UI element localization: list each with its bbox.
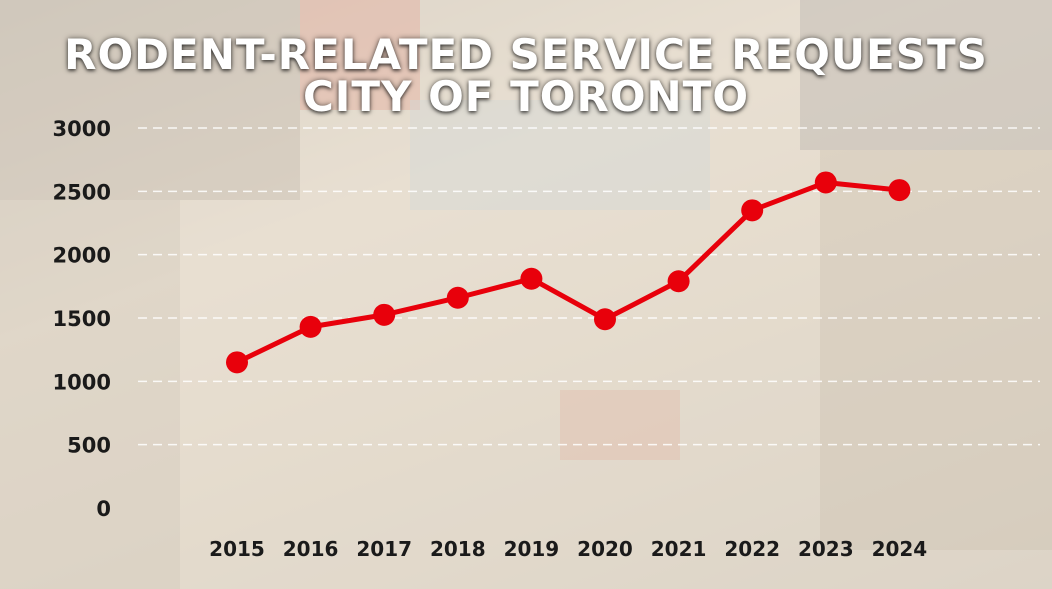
x-tick-label: 2024 [872, 537, 928, 561]
y-tick-label: 2000 [53, 244, 111, 268]
data-point-2019 [520, 267, 543, 290]
x-tick-label: 2020 [577, 537, 633, 561]
data-point-2024 [888, 179, 911, 202]
y-tick-label: 0 [96, 497, 111, 521]
y-tick-label: 1500 [53, 307, 111, 331]
x-axis-ticks: 2015 2016 2017 2018 2019 2020 2021 2022 2023 2024 [209, 537, 927, 561]
y-tick-label: 3000 [53, 117, 111, 141]
y-tick-label: 500 [67, 434, 111, 458]
x-tick-label: 2018 [430, 537, 486, 561]
data-point-2023 [814, 171, 837, 194]
data-point-2016 [299, 315, 322, 338]
x-tick-label: 2019 [504, 537, 560, 561]
x-tick-label: 2023 [798, 537, 854, 561]
chart-title-line-2: CITY OF TORONTO [302, 72, 750, 121]
x-tick-label: 2015 [209, 537, 265, 561]
y-tick-label: 1000 [53, 370, 111, 394]
gridlines [138, 127, 1040, 446]
x-tick-label: 2021 [651, 537, 707, 561]
chart-title-line-1: RODENT-RELATED SERVICE REQUESTS [64, 30, 988, 79]
data-point-2020 [594, 308, 616, 331]
series-line [234, 179, 902, 365]
x-tick-label: 2022 [724, 537, 780, 561]
x-tick-label: 2016 [283, 537, 339, 561]
y-axis-ticks: 0 500 1000 1500 2000 2500 3000 [53, 117, 111, 521]
x-tick-label: 2017 [356, 537, 412, 561]
data-point-2022 [741, 199, 764, 222]
data-point-2015 [226, 351, 248, 374]
data-point-2021 [667, 270, 690, 293]
y-tick-label: 2500 [53, 180, 111, 204]
data-point-2018 [446, 286, 469, 309]
data-point-2017 [373, 303, 396, 326]
series [226, 171, 911, 374]
